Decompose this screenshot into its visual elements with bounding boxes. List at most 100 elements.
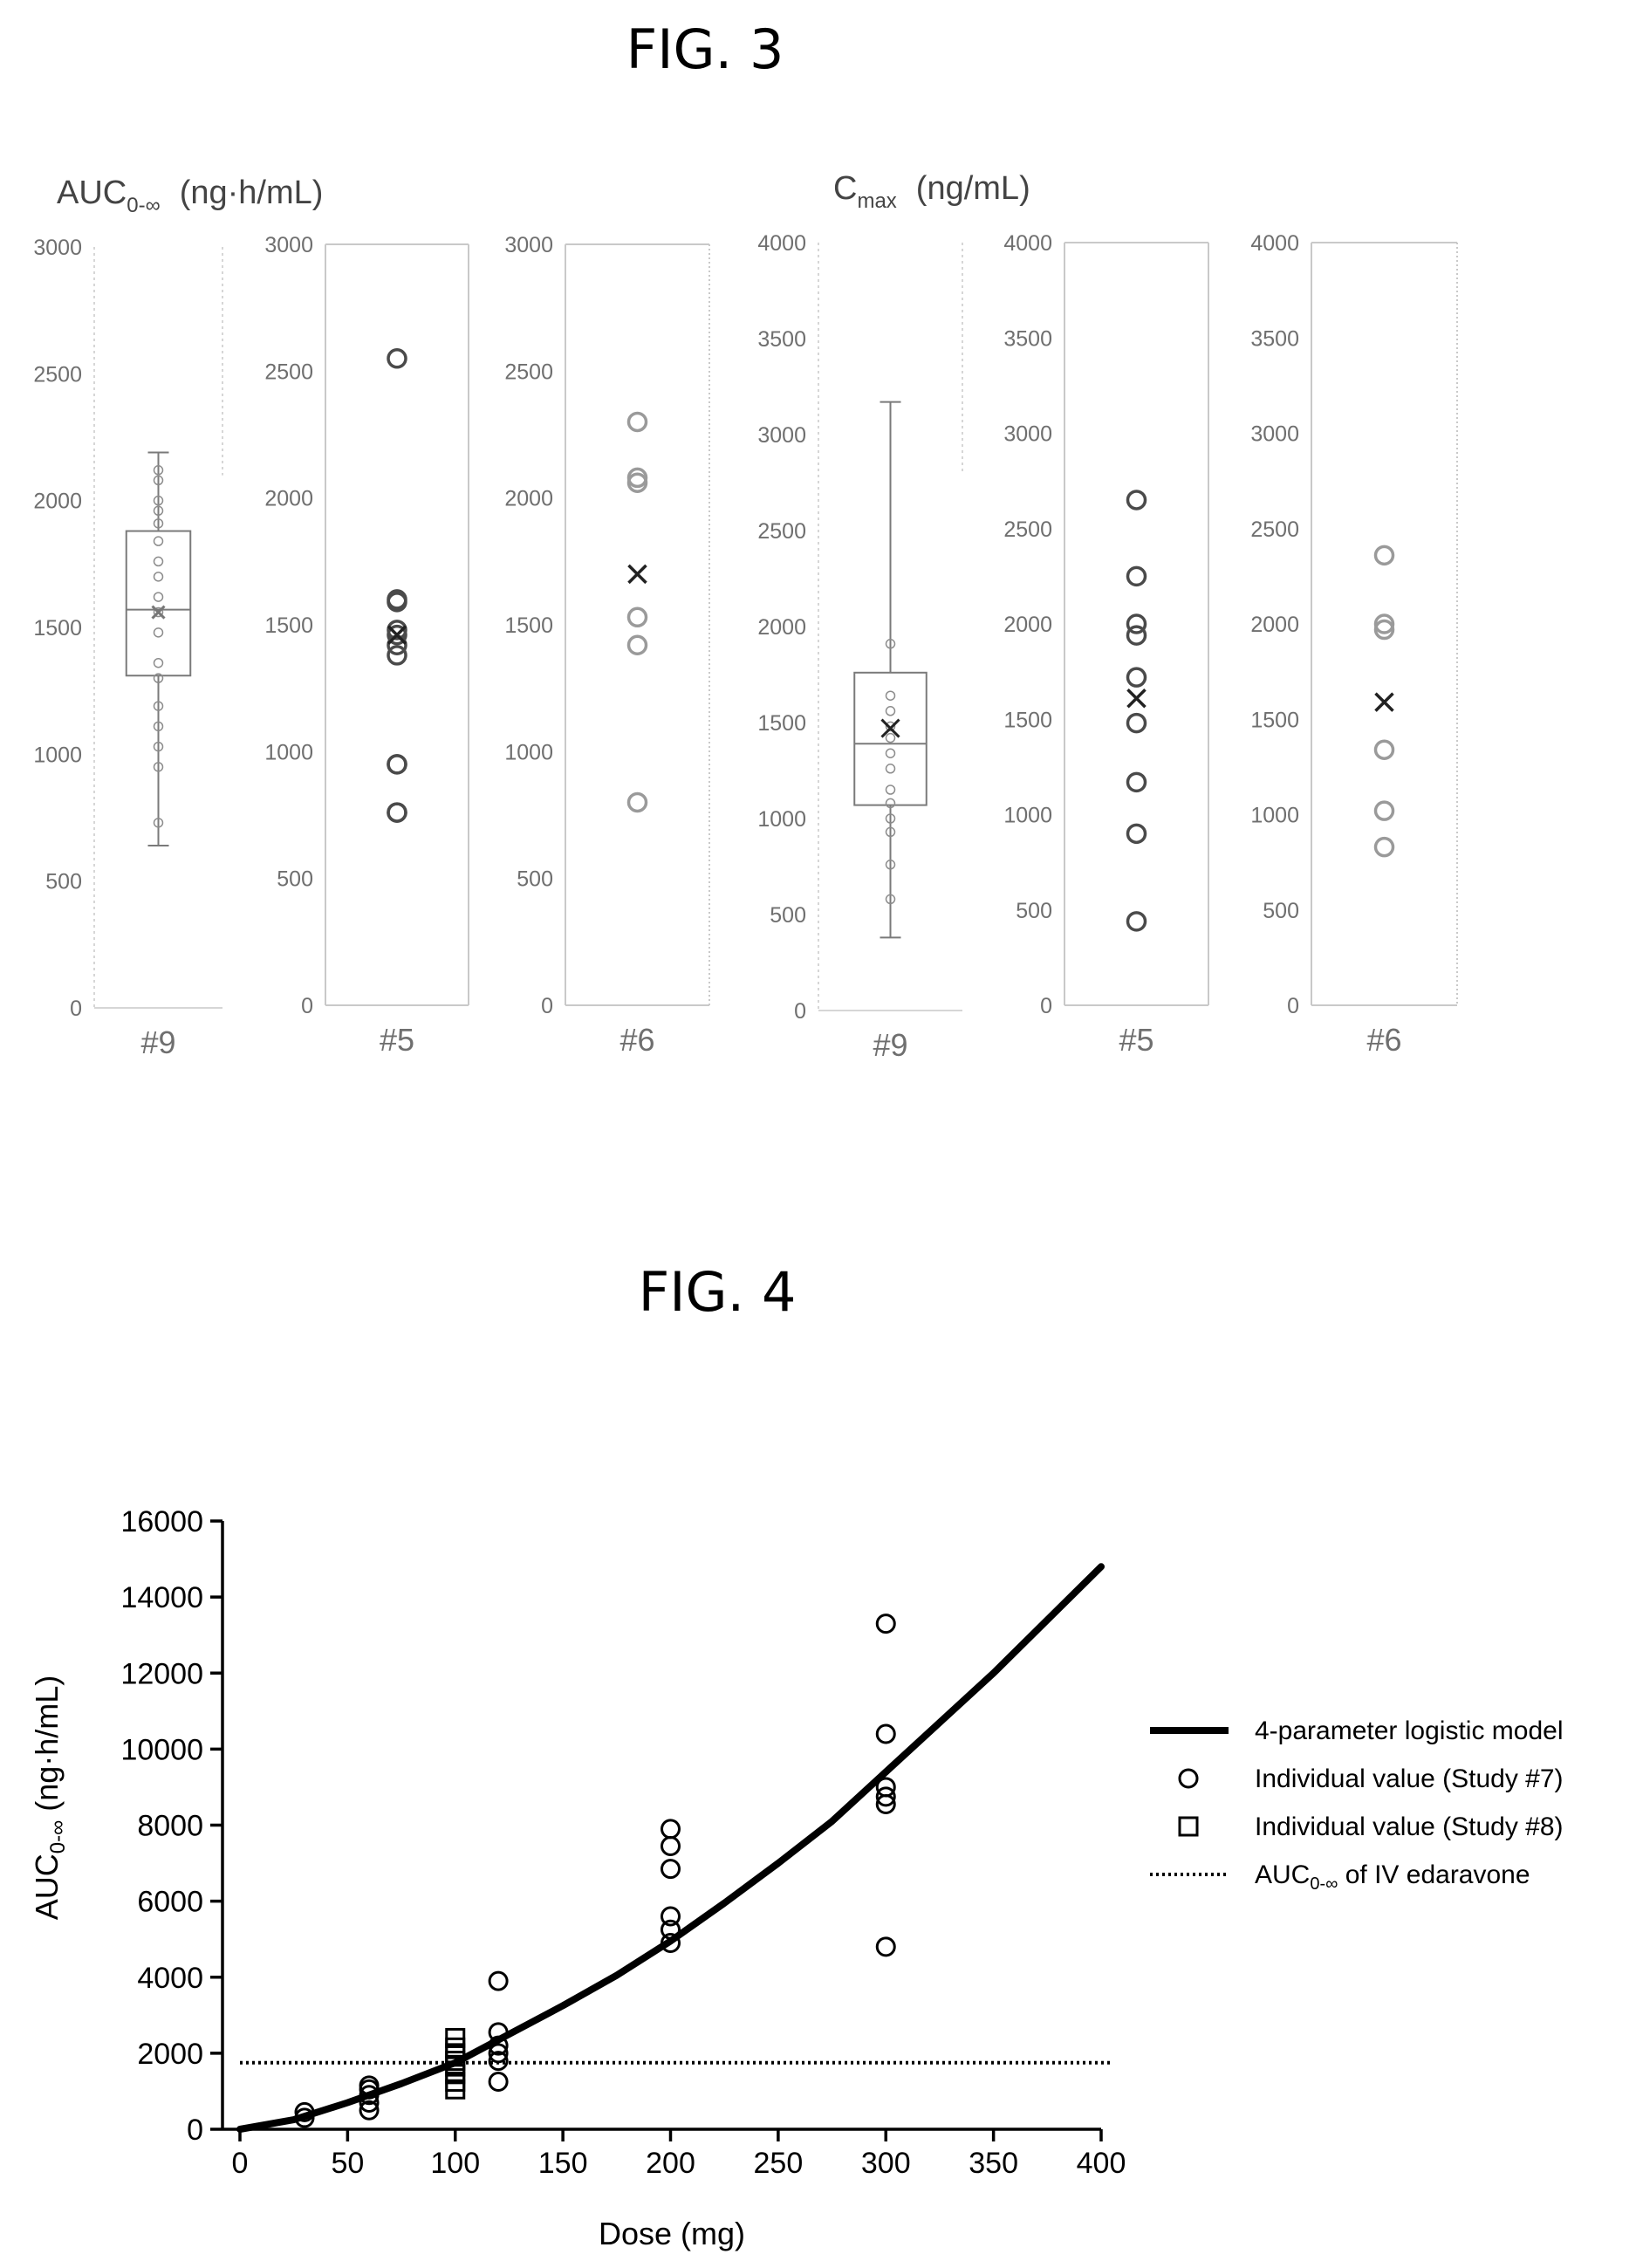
fig4-study7-point — [488, 2051, 509, 2072]
fig4-x-axis-label: Dose (mg) — [599, 2216, 745, 2251]
auc-axis-title-unit: (ng·h/mL) — [180, 175, 324, 211]
fig4-study7-point — [294, 2101, 315, 2122]
fig4-y-tick-label: 14000 — [120, 1581, 203, 1614]
legend-iv-label-main: AUC — [1255, 1860, 1310, 1889]
cmax-panel-0-point — [885, 894, 896, 905]
cmax-panel-2-tick-label: 3500 — [1250, 326, 1299, 351]
fig4-study7-point — [661, 1859, 681, 1880]
cmax-panel-0-tick-label: 4000 — [757, 231, 806, 256]
cmax-panel-0-tick-label: 1500 — [757, 711, 806, 736]
cmax-panel-1: 0 500 1000 1500 2000 2500 3000 3500 4000 #5 — [1003, 231, 1209, 1058]
cmax-panel-2-point — [1373, 613, 1395, 634]
cmax-panel-0-point — [885, 706, 896, 716]
cmax-panel-0-point — [885, 690, 896, 701]
fig4-study7-point — [488, 2043, 509, 2064]
cmax-panel-0: 0 500 1000 1500 2000 2500 3000 3500 4000 #9 — [757, 231, 963, 1063]
fig4-study7-point — [661, 1933, 681, 1954]
fig3-auc-panels: 0 500 1000 1500 2000 2500 3000 #9 0 500 1000 1500 20… — [33, 233, 710, 1060]
auc-panel-0-point — [153, 741, 164, 752]
cmax-panel-1-point — [1126, 712, 1147, 734]
fig4-x-tick-label: 350 — [969, 2147, 1018, 2180]
auc-panel-1-point — [387, 620, 407, 641]
auc-panel-0-point — [153, 518, 164, 529]
cmax-panel-2-tick-label: 1000 — [1250, 804, 1299, 828]
cmax-panel-1-tick-label: 3000 — [1003, 422, 1052, 447]
auc-panel-2-category-label: #6 — [619, 1022, 654, 1058]
cmax-panel-1-tick-label: 500 — [1016, 899, 1052, 923]
fig4-study7-point — [488, 2072, 509, 2093]
cmax-panel-0-point — [885, 764, 896, 774]
auc-axis-title: AUC0-∞ (ng·h/mL) — [57, 175, 323, 217]
fig4-study7-point — [875, 1936, 896, 1957]
fig4-x-tick-label: 50 — [331, 2147, 364, 2180]
cmax-panel-2-point — [1373, 545, 1395, 566]
auc-panel-0-point — [153, 627, 164, 638]
legend-study7-label: Individual value (Study #7) — [1255, 1764, 1564, 1793]
auc-axis-title-main: AUC — [57, 175, 127, 211]
fig4-y-axis-label-sub: 0-∞ — [46, 1820, 70, 1853]
fig4-study7-point — [359, 2100, 380, 2121]
fig4-y-tick-label: 4000 — [137, 1962, 203, 1995]
fig4-y-tick-label: 16000 — [120, 1505, 203, 1538]
auc-panel-0-point — [153, 673, 164, 683]
cmax-panel-0-point — [885, 639, 896, 649]
cmax-panel-2-point — [1373, 800, 1395, 821]
cmax-panel-0-tick-label: 2000 — [757, 615, 806, 640]
auc-panel-2-tick-label: 500 — [517, 867, 553, 892]
auc-panel-0-point — [153, 572, 164, 582]
cmax-panel-1-point — [1126, 613, 1147, 634]
cmax-panel-2-point — [1373, 836, 1395, 858]
fig4-study7-point — [488, 2035, 509, 2056]
cmax-panel-0-point — [885, 860, 896, 870]
cmax-panel-2-tick-label: 2500 — [1250, 517, 1299, 542]
fig4-y-tick-label: 12000 — [120, 1657, 203, 1690]
auc-panel-1-point — [387, 754, 407, 775]
auc-panel-1-tick-label: 1000 — [264, 740, 313, 764]
cmax-panel-0-point — [885, 721, 896, 732]
auc-panel-2: 0 500 1000 1500 2000 2500 3000 #6 — [504, 233, 710, 1058]
cmax-panel-2-tick-label: 4000 — [1250, 231, 1299, 256]
auc-panel-1-category-label: #5 — [380, 1022, 414, 1058]
cmax-panel-2-point — [1373, 619, 1395, 641]
auc-panel-1-point — [387, 802, 407, 823]
fig4-x-tick-label: 250 — [754, 2147, 804, 2180]
cmax-panel-1-point — [1126, 490, 1147, 510]
cmax-panel-0-point — [885, 732, 896, 743]
auc-panel-0-tick-label: 2500 — [33, 362, 82, 387]
fig4-y-axis-label-unit: (ng·h/mL) — [29, 1675, 65, 1812]
auc-panel-0-point — [153, 701, 164, 711]
auc-panel-2-tick-label: 2000 — [504, 487, 553, 511]
cmax-panel-1-point — [1126, 565, 1147, 587]
legend-study8-swatch — [1178, 1816, 1199, 1837]
legend-study7-swatch — [1178, 1768, 1199, 1789]
auc-panel-0-tick-label: 0 — [70, 997, 82, 1021]
cmax-panel-0-point — [885, 826, 896, 838]
cmax-panel-1-tick-label: 2500 — [1003, 517, 1052, 542]
auc-panel-1-mean-marker — [387, 625, 407, 645]
cmax-panel-1-point — [1126, 823, 1147, 845]
fig4-y-tick-label: 8000 — [137, 1810, 203, 1843]
cmax-panel-1-category-label: #5 — [1119, 1022, 1153, 1058]
fig4-x-tick-label: 100 — [430, 2147, 480, 2180]
fig4-study7-point — [875, 1723, 896, 1744]
cmax-panel-1-tick-label: 1000 — [1003, 804, 1052, 828]
fig4-title: FIG. 4 — [639, 1260, 797, 1324]
cmax-panel-1-point — [1126, 625, 1147, 646]
cmax-panel-0-point — [885, 813, 896, 824]
auc-panel-2-tick-label: 0 — [541, 994, 553, 1018]
fig4-y-tick-label: 2000 — [137, 2038, 203, 2071]
fig4-x-tick-label: 400 — [1077, 2147, 1126, 2180]
fig4-x-tick-label: 150 — [538, 2147, 588, 2180]
auc-panel-0-point — [153, 592, 164, 602]
auc-panel-2-tick-label: 2500 — [504, 360, 553, 384]
auc-panel-0-point — [153, 556, 164, 567]
auc-panel-2-point — [626, 467, 648, 489]
fig3-cmax-panels: 0 500 1000 1500 2000 2500 3000 3500 4000 #9 0 500 10… — [757, 231, 1458, 1063]
auc-panel-1-tick-label: 2000 — [264, 487, 313, 511]
cmax-panel-1-point — [1126, 667, 1147, 688]
cmax-panel-0-point — [885, 798, 896, 809]
auc-panel-1-tick-label: 2500 — [264, 360, 313, 384]
auc-panel-2-point — [626, 606, 648, 628]
fig4-study7-point — [661, 1835, 681, 1856]
